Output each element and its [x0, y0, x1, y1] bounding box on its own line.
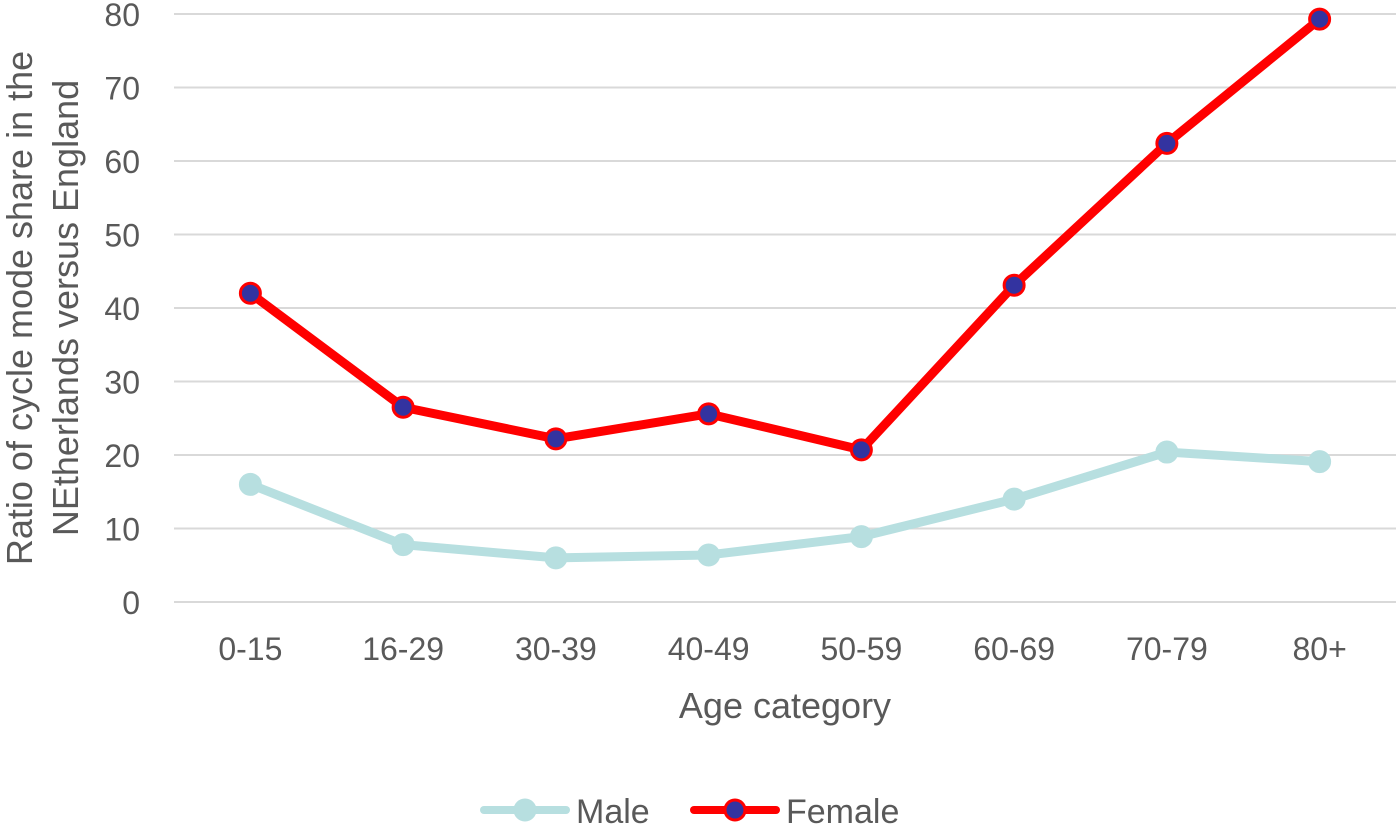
x-tick-label: 50-59 — [820, 631, 902, 667]
y-tick-label: 30 — [104, 365, 140, 401]
y-tick-label: 0 — [122, 585, 140, 621]
data-point-male — [238, 472, 262, 496]
series-markers — [238, 7, 1332, 570]
x-tick-label: 70-79 — [1126, 631, 1208, 667]
y-tick-label: 40 — [104, 291, 140, 327]
gridlines — [174, 13, 1396, 603]
data-point-female — [1308, 7, 1332, 31]
data-point-female — [1155, 131, 1179, 155]
y-tick-labels: 0 10 20 30 40 50 60 70 80 — [104, 0, 140, 621]
data-point-female — [849, 438, 873, 462]
data-point-female — [544, 427, 568, 451]
data-point-female — [1002, 273, 1026, 297]
data-point-female — [697, 402, 721, 426]
legend-label: Female — [786, 793, 899, 825]
data-point-male — [1002, 487, 1026, 511]
legend-swatch-marker — [723, 798, 747, 822]
x-tick-label: 60-69 — [973, 631, 1055, 667]
legend-swatch-marker — [513, 798, 537, 822]
data-point-male — [849, 525, 873, 549]
data-point-male — [544, 546, 568, 570]
y-tick-label: 70 — [104, 71, 140, 107]
y-tick-label: 80 — [104, 0, 140, 33]
x-tick-label: 80+ — [1292, 631, 1346, 667]
y-axis-title: Ratio of cycle mode share in the NEtherl… — [0, 51, 86, 565]
data-point-female — [391, 395, 415, 419]
data-point-male — [697, 543, 721, 567]
legend-label: Male — [576, 793, 650, 825]
x-axis-title: Age category — [679, 685, 891, 726]
data-point-male — [1155, 440, 1179, 464]
x-tick-label: 16-29 — [362, 631, 444, 667]
x-tick-label: 30-39 — [515, 631, 597, 667]
y-tick-label: 60 — [104, 144, 140, 180]
y-tick-label: 20 — [104, 438, 140, 474]
series-line-male — [245, 447, 1325, 563]
y-axis-title-line-2: NEtherlands versus England — [45, 80, 86, 536]
series-lines — [245, 14, 1325, 563]
x-tick-label: 0-15 — [218, 631, 282, 667]
data-point-male — [1308, 450, 1332, 474]
data-point-male — [391, 533, 415, 557]
x-tick-labels: 0-15 16-29 30-39 40-49 50-59 60-69 70-79 80+ — [218, 631, 1346, 667]
data-point-female — [238, 281, 262, 305]
y-tick-label: 50 — [104, 218, 140, 254]
legend: Male Female — [480, 793, 899, 825]
legend-item-male: Male — [480, 793, 650, 825]
y-tick-label: 10 — [104, 512, 140, 548]
y-axis-title-line-1: Ratio of cycle mode share in the — [0, 51, 40, 565]
legend-item-female: Female — [690, 793, 899, 825]
x-tick-label: 40-49 — [668, 631, 750, 667]
series-line-female — [245, 14, 1325, 455]
